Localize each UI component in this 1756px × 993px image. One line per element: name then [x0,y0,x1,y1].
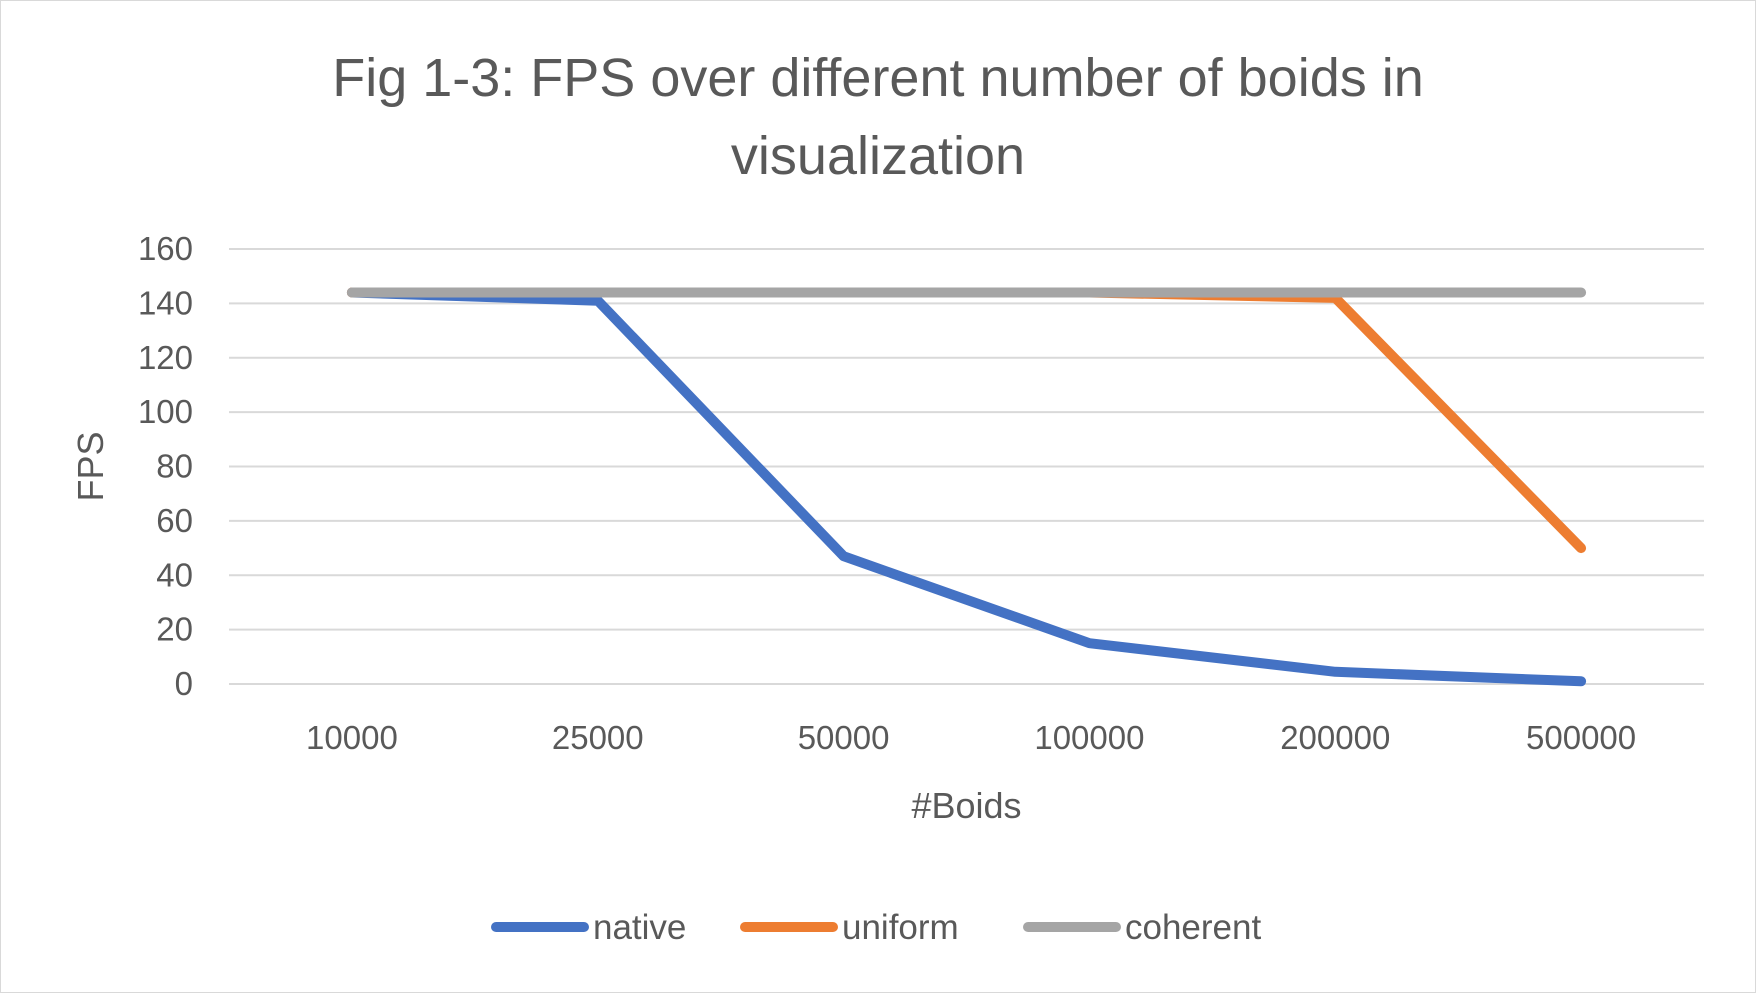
y-tick-label: 120 [138,339,193,376]
x-tick-label: 200000 [1280,719,1390,756]
y-axis-ticks: 0 20 40 60 80 100 120 140 160 [138,230,193,702]
legend-label-coherent: coherent [1125,908,1261,947]
y-tick-label: 0 [175,665,193,702]
y-tick-label: 40 [156,556,193,593]
chart-title-line-2: visualization [731,126,1025,186]
legend: native uniform coherent [491,908,1261,947]
chart-title-line-1: Fig 1-3: FPS over different number of bo… [332,48,1424,108]
y-axis-label: FPS [70,431,111,501]
series-line-native [346,287,1587,687]
legend-label-uniform: uniform [842,908,959,947]
legend-label-native: native [593,908,686,947]
y-tick-label: 80 [156,448,193,485]
y-tick-label: 20 [156,611,193,648]
series-lines [346,287,1587,687]
chart-title: Fig 1-3: FPS over different number of bo… [332,48,1424,186]
x-tick-label: 50000 [798,719,890,756]
y-tick-label: 160 [138,230,193,267]
series-line-uniform [346,287,1587,554]
gridlines [229,248,1704,685]
y-tick-label: 140 [138,284,193,321]
y-tick-label: 60 [156,502,193,539]
y-tick-label: 100 [138,393,193,430]
x-tick-label: 10000 [306,719,398,756]
x-axis-label: #Boids [911,785,1021,826]
x-axis-ticks: 10000 25000 50000 100000 200000 500000 [306,719,1636,756]
x-tick-label: 25000 [552,719,644,756]
x-tick-label: 100000 [1034,719,1144,756]
x-tick-label: 500000 [1526,719,1636,756]
